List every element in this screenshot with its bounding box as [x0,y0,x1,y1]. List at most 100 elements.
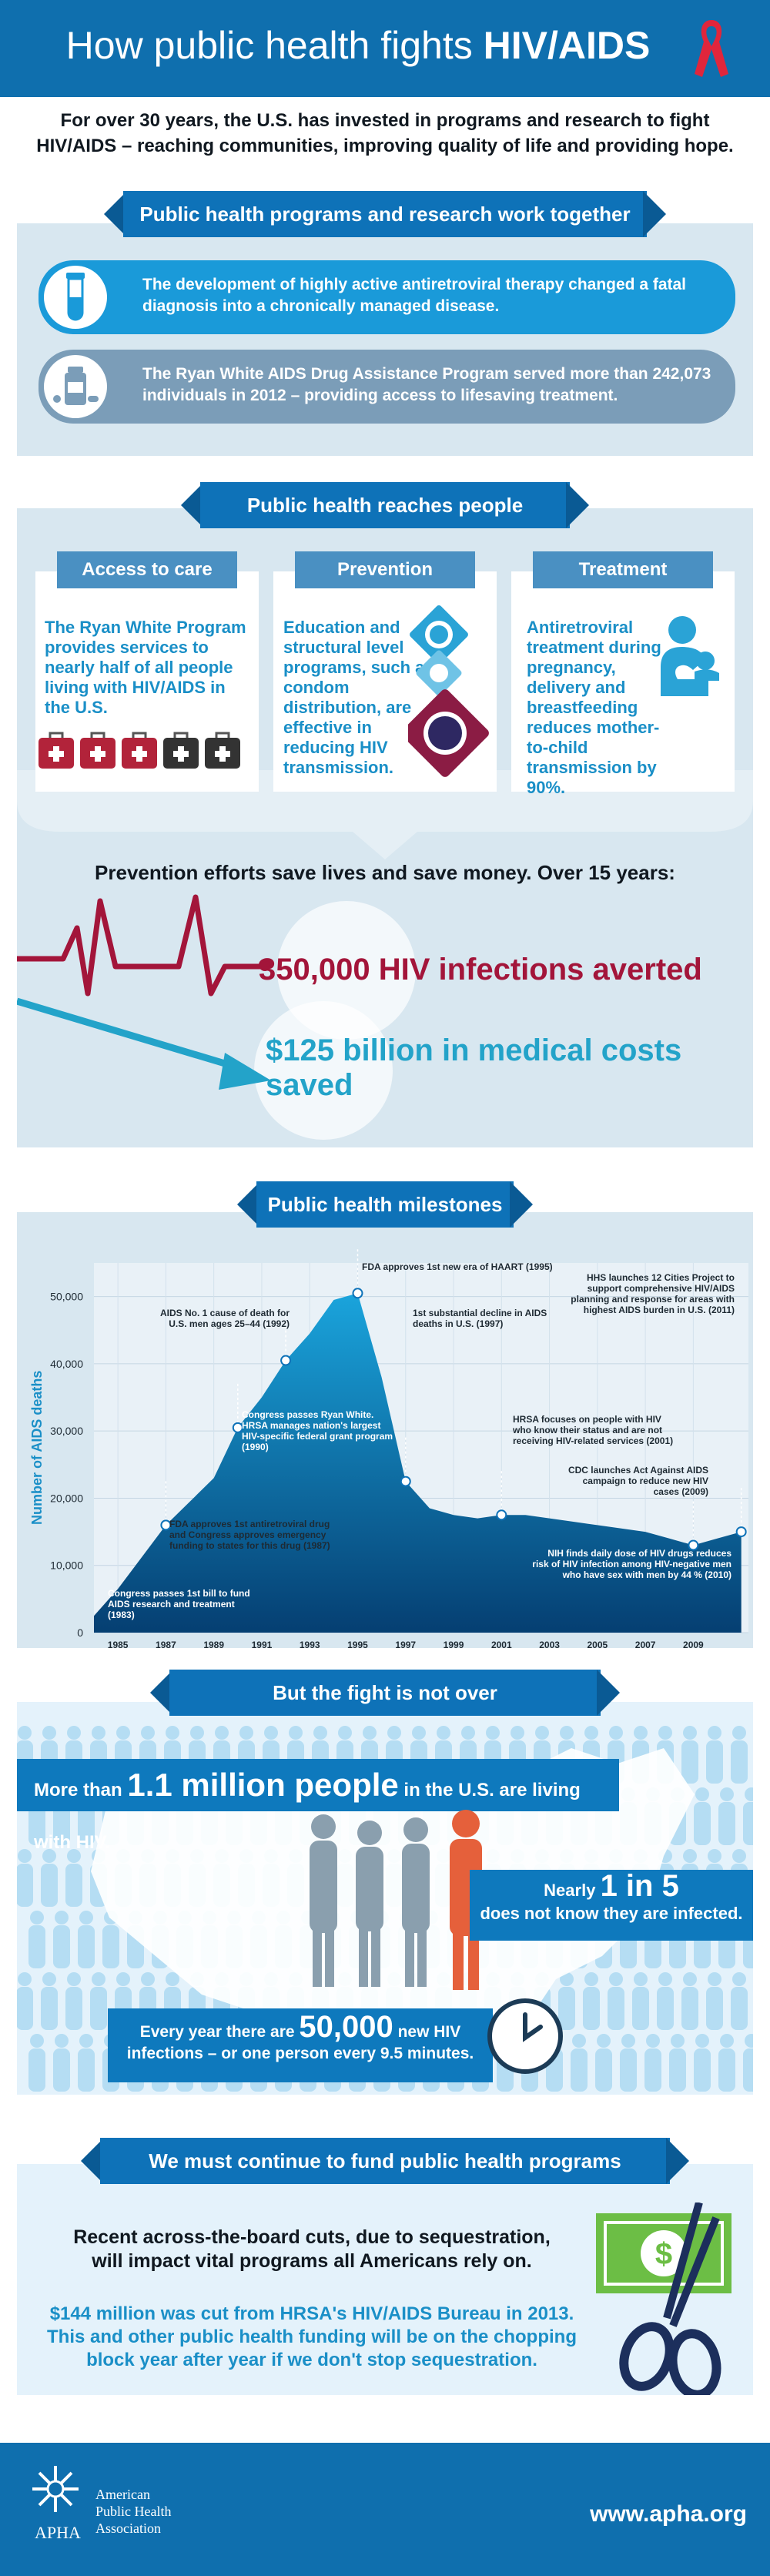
deaths-area [94,1293,742,1633]
crowd-person-head [745,2034,753,2048]
crowd-person-head [732,1972,746,1986]
crowd-person-head [683,1972,697,1986]
website-link[interactable]: www.apha.org [590,2501,747,2527]
crowd-person-head [634,1726,648,1740]
x-tick-label: 1989 [203,1640,224,1648]
x-tick-label: 1991 [252,1640,273,1648]
milestone-1997: 1st substantial decline in AIDS deaths i… [413,1308,547,1329]
milestone-1983: Congress passes 1st bill to fund AIDS re… [108,1588,250,1620]
crowd-person-head [141,1972,155,1986]
crowd-person-body [731,1740,748,1784]
crowd-person-body [17,1987,33,2030]
crowd-person-head [584,1972,598,1986]
apha-logo-text: APHA [35,2523,81,2542]
crowd-person-head [30,1911,44,1924]
milestone-2001: HRSA focuses on people with HIV who know… [513,1414,674,1446]
milestone-dot [688,1539,699,1551]
crowd-person-body [90,1987,107,2030]
funding-text-hrsa: $144 million was cut from HRSA's HIV/AID… [47,2303,577,2370]
crowd-person-head [67,1726,81,1740]
crowd-person-head [55,1911,69,1924]
crowd-person-head [92,1726,105,1740]
crowd-person-head [141,1726,155,1740]
section-banner-fight: But the fight is not over [169,1670,601,1716]
milestone-dot [496,1509,507,1521]
crowd-person-body [669,2048,686,2092]
section-banner-funding: We must continue to fund public health p… [100,2138,670,2184]
crowd-person-body [583,1987,600,2030]
stat-circle [254,1001,393,1140]
crowd-person-head [745,1787,753,1801]
clock-icon [487,1998,563,2074]
x-tick-label: 1995 [347,1640,368,1648]
crowd-person-head [116,1972,130,1986]
crowd-person-head [584,1726,598,1740]
crowd-person-body [41,1987,58,2030]
crowd-person-head [535,1726,549,1740]
crowd-person-head [30,2034,44,2048]
program-text-therapy: The development of highly active antiret… [142,276,687,315]
crowd-person-body [28,1925,45,1968]
x-tick-label: 1997 [395,1640,416,1648]
crowd-person-body [53,1802,70,1845]
milestone-2010: NIH finds daily dose of HIV drugs reduce… [532,1548,732,1580]
stat-dot [259,959,271,971]
crowd-person-body [65,1864,82,1907]
crowd-person-body [681,1740,698,1784]
crowd-person-body [681,1987,698,2030]
banner-right-fold [643,191,666,237]
crowd-person-head [609,1972,623,1986]
stat-infections-averted: 350,000 HIV infections averted [259,953,702,987]
x-tick-label: 1999 [444,1640,464,1648]
x-tick-label: 1985 [108,1640,129,1648]
crowd-person-head [67,1972,81,1986]
x-tick-label: 2003 [539,1640,560,1648]
crowd-person-head [671,2034,685,2048]
crowd-person-head [683,1726,697,1740]
crowd-person-head [437,1726,450,1740]
crowd-person-body [595,2048,612,2092]
crowd-person-head [695,2034,709,2048]
crowd-person-head [683,1849,697,1863]
program-text-ryan-white: The Ryan White AIDS Drug Assistance Prog… [142,365,711,404]
footer-bar [0,2443,770,2576]
crowd-person-body [706,1987,723,2030]
apha-logo-icon [32,2466,79,2512]
crowd-person-head [166,1972,179,1986]
program-item-therapy [38,260,735,334]
crowd-person-head [79,2034,93,2048]
banner-right-fold [510,1181,533,1228]
crowd-person-head [18,1726,32,1740]
y-tick-label: 40,000 [50,1358,83,1370]
tab-treatment: Treatment [533,551,713,588]
crowd-person-head [42,1972,56,1986]
crowd-person-body [558,1987,575,2030]
stat-living-with-hiv: More than 1.1 million people in the U.S.… [17,1759,619,1853]
crowd-person-head [67,1849,81,1863]
crowd-person-body [718,1802,735,1845]
x-tick-label: 1993 [300,1640,320,1648]
svg-text:$: $ [655,2237,672,2271]
milestone-1992: AIDS No. 1 cause of death for U.S. men a… [159,1308,290,1329]
header-bar [0,0,770,97]
funding-text-cuts: Recent across-the-board cuts, due to seq… [73,2226,551,2272]
crowd-person-head [486,1726,500,1740]
crowd-person-body [102,1925,119,1968]
tab-prevention: Prevention [295,551,475,588]
crowd-person-head [708,1849,721,1863]
medical-kit-icon [38,732,240,769]
crowd-person-head [313,1726,327,1740]
us-map-icon [91,1748,695,2056]
y-tick-label: 0 [77,1626,83,1639]
crowd-person-head [597,2034,611,2048]
crowd-person-head [572,2034,586,2048]
mother-child-icon [661,616,719,696]
stat-new-infections: Every year there are 50,000 new HIV infe… [108,2008,493,2082]
crowd-person-head [239,1726,253,1740]
program-item-ryan-white [38,350,735,424]
y-tick-label: 10,000 [50,1559,83,1572]
crowd-person-head [264,1726,278,1740]
savings-heading: Prevention efforts save lives and save m… [95,861,675,884]
crowd-person-head [646,2034,660,2048]
milestones-chart: 50,000 40,000 30,000 20,000 10,000 0 1985 1987… [29,1248,748,1648]
